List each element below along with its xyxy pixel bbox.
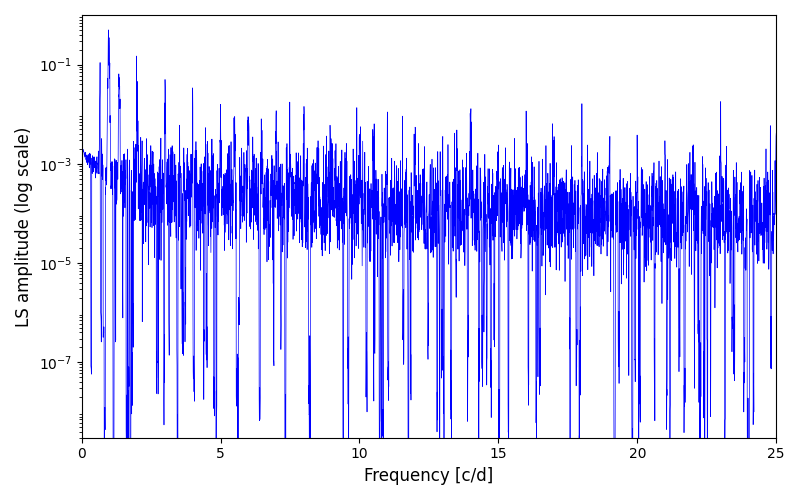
X-axis label: Frequency [c/d]: Frequency [c/d] xyxy=(364,467,494,485)
Y-axis label: LS amplitude (log scale): LS amplitude (log scale) xyxy=(15,126,33,326)
